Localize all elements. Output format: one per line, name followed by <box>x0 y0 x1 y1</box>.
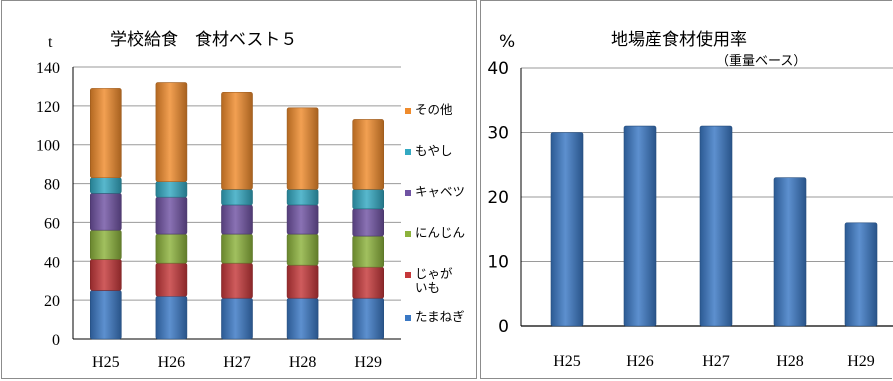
bar-segment <box>155 262 188 297</box>
x-tick-label: H27 <box>702 353 730 370</box>
bar-segment <box>286 204 319 235</box>
x-tick-label: H29 <box>354 354 382 371</box>
x-tick-label: H27 <box>223 354 251 371</box>
x-tick-labels: H25 H26 H27 H28 H29 <box>92 354 382 371</box>
x-tick-label: H26 <box>626 353 654 370</box>
bar-segment <box>155 295 188 340</box>
bar-segment <box>352 119 385 190</box>
bar-segment <box>286 233 319 266</box>
legend-label: にんじん <box>415 225 465 240</box>
bar-segment <box>352 208 385 237</box>
y-axis-label: % <box>499 32 515 52</box>
x-tick-label: H29 <box>847 353 875 370</box>
bar-segment <box>352 189 385 210</box>
bar-segment <box>155 233 188 264</box>
y-tick-label: 0 <box>498 317 509 337</box>
bar-segment <box>352 266 385 299</box>
y-tick-label: 120 <box>36 99 60 116</box>
legend-swatch <box>405 108 411 114</box>
bar-segment <box>90 177 122 194</box>
legend-label: たまねぎ <box>415 309 465 324</box>
x-tick-label: H26 <box>158 354 186 371</box>
legend-swatch <box>405 190 411 196</box>
x-tick-label: H28 <box>289 354 317 371</box>
chart-title: 地場産食材使用率 <box>611 29 747 50</box>
bar <box>773 177 807 327</box>
bar-segment <box>90 229 122 260</box>
bar-segment <box>155 196 188 235</box>
bar-segment <box>155 82 188 182</box>
bar-segment <box>286 107 319 190</box>
bars <box>550 125 878 327</box>
chart-subtitle: （重量ベース） <box>716 53 806 69</box>
bar-segment <box>155 181 188 198</box>
y-tick-label: 80 <box>44 177 60 194</box>
y-tick-labels: 0 20 40 60 80 100 120 140 <box>36 60 60 349</box>
bar <box>550 132 584 327</box>
bar-segment <box>90 290 122 340</box>
legend-swatch <box>405 149 411 155</box>
y-tick-label: 60 <box>44 215 60 232</box>
bar <box>623 125 657 327</box>
x-tick-label: H25 <box>553 353 581 370</box>
bar-segment <box>90 192 122 231</box>
legend-label-cont: いも <box>415 280 440 295</box>
legend-label: じゃが <box>415 266 453 281</box>
y-tick-label: 20 <box>44 293 60 310</box>
legend-label: その他 <box>415 102 453 117</box>
bar-segment <box>221 297 253 340</box>
legend-swatch <box>405 315 411 321</box>
y-tick-label: 100 <box>36 138 60 155</box>
bar-segment <box>90 88 122 179</box>
bar-segment <box>221 262 253 299</box>
y-axis-label: t <box>48 34 53 51</box>
bar <box>699 125 733 327</box>
bar-segment <box>221 189 253 206</box>
y-tick-label: 20 <box>487 188 509 208</box>
bar-segment <box>221 91 253 190</box>
y-tick-label: 30 <box>487 124 509 144</box>
bar-segment <box>352 235 385 268</box>
y-tick-label: 40 <box>44 254 60 271</box>
bar-segment <box>286 264 319 299</box>
bar-segment <box>352 297 385 340</box>
bar-segment <box>286 189 319 206</box>
bar-segment <box>221 233 253 264</box>
bars <box>90 82 385 340</box>
left-chart-panel: 学校給食 食材ベスト５ t 0 20 40 60 80 100 120 140 H25 H26 H… <box>1 0 477 379</box>
bar-segment <box>221 204 253 235</box>
x-tick-labels: H25 H26 H27 H28 H29 <box>553 353 875 370</box>
legend-label: もやし <box>415 143 453 158</box>
bar <box>844 222 878 327</box>
y-tick-labels: 0 10 20 30 40 <box>487 59 509 337</box>
legend-swatch <box>405 231 411 237</box>
y-tick-label: 40 <box>487 59 509 79</box>
y-tick-label: 10 <box>487 253 509 273</box>
bar-segment <box>90 259 122 291</box>
right-chart-panel: 地場産食材使用率 （重量ベース） % 0 10 20 30 40 H25 H26 H27 H2… <box>480 0 893 379</box>
legend-swatch <box>405 272 411 278</box>
x-tick-label: H28 <box>776 353 804 370</box>
y-tick-label: 0 <box>52 332 60 349</box>
bar-segment <box>286 297 319 340</box>
x-tick-label: H25 <box>92 354 120 371</box>
legend-label: キャベツ <box>415 184 465 199</box>
chart-title: 学校給食 食材ベスト５ <box>110 30 297 50</box>
y-tick-label: 140 <box>36 60 60 77</box>
